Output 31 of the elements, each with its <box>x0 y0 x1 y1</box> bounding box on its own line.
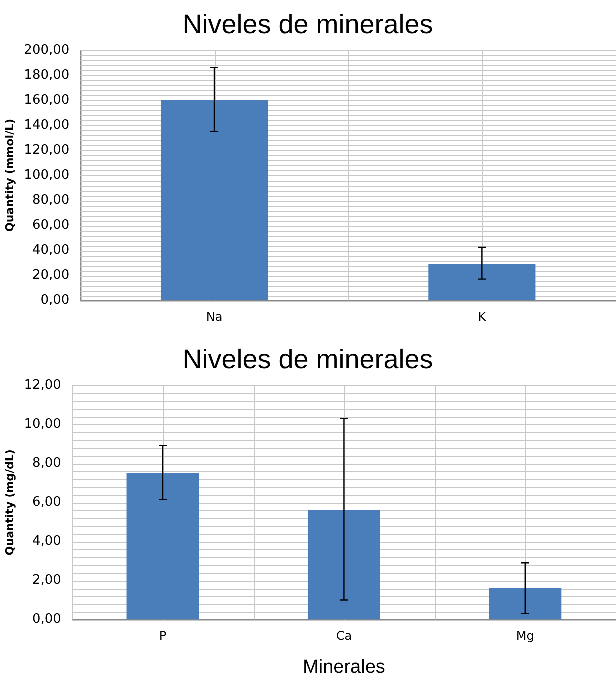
x-axis-title: Minerales <box>303 656 386 678</box>
chart-title: Niveles de minerales <box>182 10 434 40</box>
x-tick-label: Na <box>206 310 223 324</box>
y-tick-label: 100,00 <box>24 168 70 183</box>
y-tick-label: 200,00 <box>24 42 70 58</box>
x-tick-label: P <box>159 629 167 644</box>
y-tick-label: 60,00 <box>32 218 70 233</box>
y-tick-label: 10,00 <box>24 416 62 432</box>
y-tick-label: 0,00 <box>40 292 70 308</box>
bar <box>308 510 380 620</box>
x-tick-label: Mg <box>516 629 534 644</box>
x-tick-label: K <box>478 310 488 324</box>
bar <box>489 588 562 620</box>
y-tick-label: 180,00 <box>24 68 70 83</box>
y-axis-title: Quantity (mmol/L) <box>3 118 16 232</box>
y-axis-title: Quantity (mg/dL) <box>3 450 16 556</box>
chart-title: Niveles de minerales <box>182 344 434 375</box>
y-tick-label: 4,00 <box>32 534 62 550</box>
y-tick-label: 80,00 <box>32 192 70 208</box>
y-tick-label: 20,00 <box>32 268 70 283</box>
y-tick-label: 0,00 <box>32 612 62 628</box>
y-tick-label: 40,00 <box>32 242 70 258</box>
y-tick-label: 2,00 <box>32 573 62 588</box>
y-tick-label: 8,00 <box>32 456 62 471</box>
y-tick-label: 160,00 <box>24 92 70 108</box>
bar <box>126 473 200 620</box>
y-tick-label: 120,00 <box>24 142 70 158</box>
y-tick-label: 6,00 <box>32 494 62 510</box>
x-tick-label: Ca <box>336 629 352 644</box>
y-tick-label: 12,00 <box>24 378 62 393</box>
y-tick-label: 140,00 <box>24 118 70 133</box>
